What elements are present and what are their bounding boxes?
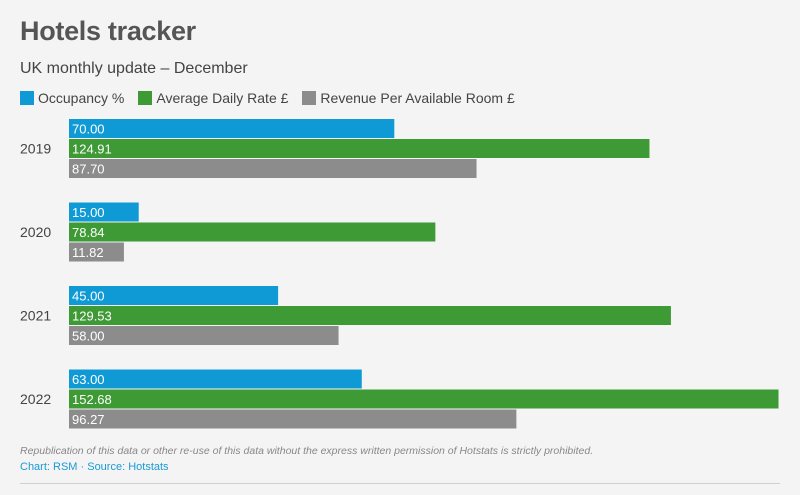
legend-item-revpar: Revenue Per Available Room £ <box>302 90 515 106</box>
legend-label-revpar: Revenue Per Available Room £ <box>320 90 515 106</box>
bottom-divider <box>20 483 780 484</box>
data-label-2021-series-0: 45.00 <box>72 289 105 304</box>
category-label-2019: 2019 <box>20 141 51 157</box>
category-label-2022: 2022 <box>20 391 51 407</box>
legend-swatch-adr <box>138 91 153 105</box>
category-label-2021: 2021 <box>20 308 51 324</box>
bar-2022-series-1 <box>69 389 779 409</box>
legend-swatch-revpar <box>302 91 317 105</box>
data-label-2019-series-1: 124.91 <box>72 142 112 157</box>
bar-2020-series-2 <box>69 242 124 262</box>
bar-2021-series-2 <box>69 326 339 345</box>
footer-note: Republication of this data or other re-u… <box>20 445 594 457</box>
data-label-2022-series-2: 96.27 <box>72 412 105 427</box>
data-label-2021-series-2: 58.00 <box>72 329 105 344</box>
data-label-2022-series-1: 152.68 <box>72 392 112 407</box>
chart-subtitle: UK monthly update – December <box>20 60 248 77</box>
legend-swatch-occupancy <box>20 91 34 105</box>
data-label-2022-series-0: 63.00 <box>72 372 105 387</box>
legend-label-occupancy: Occupancy % <box>38 90 125 106</box>
legend-item-adr: Average Daily Rate £ <box>138 90 288 106</box>
footer-source: Chart: RSM · Source: Hotstats <box>20 461 169 473</box>
data-label-2019-series-0: 70.00 <box>72 122 105 137</box>
legend: Occupancy % Average Daily Rate £ Revenue… <box>20 90 529 106</box>
bar-2022-series-0 <box>69 369 362 389</box>
bar-chart: 2019 70.00 124.91 87.70 2020 15.00 78.84 11.82 2… <box>20 119 779 429</box>
bar-2019-series-2 <box>69 159 477 178</box>
data-label-2020-series-2: 11.82 <box>72 245 104 260</box>
data-label-2020-series-0: 15.00 <box>72 205 105 220</box>
bar-2021-series-1 <box>69 306 671 325</box>
bar-2020-series-0 <box>69 202 139 222</box>
data-label-2020-series-1: 78.84 <box>72 225 105 240</box>
bar-2021-series-0 <box>69 286 279 305</box>
bar-2020-series-1 <box>69 222 436 242</box>
category-label-2020: 2020 <box>20 224 51 240</box>
legend-label-adr: Average Daily Rate £ <box>156 90 289 106</box>
bar-2019-series-1 <box>69 139 650 158</box>
chart-title: Hotels tracker <box>20 16 196 46</box>
data-label-2019-series-2: 87.70 <box>72 162 105 177</box>
legend-item-occupancy: Occupancy % <box>20 90 124 106</box>
bar-2019-series-0 <box>69 119 395 138</box>
bar-2022-series-2 <box>69 409 517 429</box>
data-label-2021-series-1: 129.53 <box>72 309 112 324</box>
